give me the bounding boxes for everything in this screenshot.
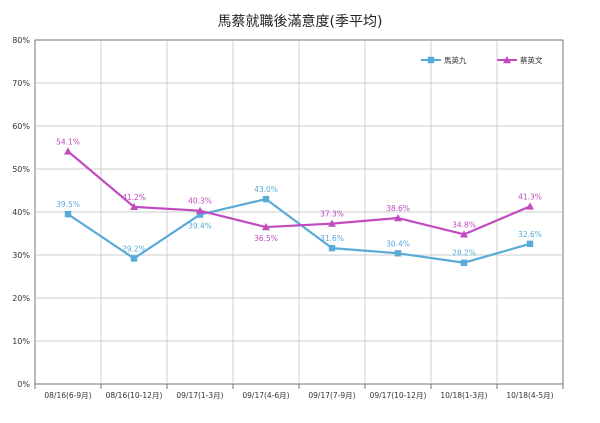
data-point: [64, 147, 72, 155]
data-point: [130, 202, 138, 211]
y-tick-label: 10%: [12, 337, 30, 346]
axes: 0% 10% 20% 30% 40% 50% 60% 70% 80% 08/16(6-9月) 08/…: [12, 36, 564, 400]
x-tick-label: 09/17(10-12月): [370, 391, 427, 400]
data-label: 28.2%: [452, 249, 476, 258]
data-label: 32.6%: [518, 230, 542, 239]
x-tick-label: 09/17(4-6月): [242, 391, 289, 400]
data-point: [526, 202, 534, 210]
chart-title: 馬蔡就職後滿意度(季平均): [218, 13, 383, 30]
data-label: 54.1%: [56, 137, 80, 146]
data-labels: 39.5% 29.2% 39.4% 43.0% 31.6% 30.4% 28.2% 32.6%…: [56, 137, 542, 257]
y-tick-label: 60%: [12, 122, 30, 131]
y-tick-label: 50%: [12, 165, 30, 174]
data-label: 34.8%: [452, 220, 476, 229]
data-point: [64, 210, 72, 218]
data-point: [394, 214, 402, 222]
data-point: [196, 211, 204, 218]
x-tick-label: 09/17(1-3月): [176, 391, 223, 400]
data-label: 41.3%: [518, 192, 542, 201]
x-tick-label: 08/16(6-9月): [44, 391, 91, 400]
legend-label: 蔡英文: [520, 55, 543, 65]
data-label: 37.3%: [320, 210, 344, 219]
series-line-1: [67, 198, 531, 264]
x-tick-label: 10/18(4-5月): [506, 391, 553, 400]
data-point: [394, 250, 402, 257]
legend: 馬英九 蔡英文: [421, 55, 543, 65]
y-tick-label: 70%: [12, 79, 30, 88]
y-tick-label: 80%: [12, 36, 30, 45]
legend-label: 馬英九: [444, 55, 467, 65]
data-point: [196, 206, 204, 214]
data-point: [262, 195, 270, 203]
y-tick-label: 40%: [12, 208, 30, 217]
data-point: [130, 255, 138, 262]
data-label: 36.5%: [254, 234, 278, 243]
data-label: 39.5%: [56, 200, 80, 209]
data-label: 31.6%: [320, 234, 344, 243]
data-point: [262, 223, 270, 231]
series-lines: [64, 147, 534, 266]
data-label: 40.3%: [188, 197, 212, 206]
x-tick-label: 09/17(7-9月): [308, 391, 355, 400]
x-tick-label: 08/16(10-12月): [106, 391, 163, 400]
data-label: 41.2%: [122, 193, 146, 202]
legend-marker: [503, 56, 511, 64]
data-label: 38.6%: [386, 204, 410, 213]
y-tick-label: 30%: [12, 251, 30, 260]
data-point: [328, 219, 336, 227]
y-tick-label: 0%: [17, 380, 30, 389]
data-point: [460, 230, 468, 238]
x-tick-label: 10/18(1-3月): [440, 391, 487, 400]
data-label: 39.4%: [188, 222, 212, 231]
data-point: [460, 259, 468, 266]
legend-marker: [427, 56, 435, 64]
data-point: [526, 240, 534, 248]
series-line-2: [67, 150, 531, 236]
y-tick-label: 20%: [12, 294, 30, 303]
data-label: 29.2%: [122, 244, 146, 253]
gridlines: [34, 39, 564, 385]
data-label: 43.0%: [254, 185, 278, 194]
data-point: [328, 244, 336, 252]
data-label: 30.4%: [386, 239, 410, 248]
